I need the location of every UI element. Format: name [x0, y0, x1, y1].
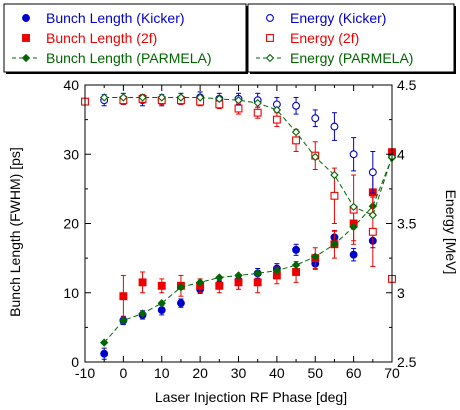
data-point	[176, 283, 186, 292]
y-axis-left-title: Bunch Length (FWHM) [ps]	[7, 147, 23, 317]
data-point	[311, 252, 320, 261]
data-point	[119, 93, 128, 102]
data-point	[292, 245, 301, 254]
data-point	[138, 93, 147, 102]
data-point	[272, 115, 281, 124]
data-point	[215, 94, 224, 104]
legend-marker	[266, 34, 274, 42]
data-point	[349, 150, 358, 159]
y-axis-right-title: Energy [MeV]	[443, 190, 459, 275]
y-right-tick-label: 4.5	[397, 77, 417, 93]
legend-marker	[266, 14, 274, 22]
x-tick-label: 50	[307, 365, 323, 381]
data-point	[291, 260, 301, 270]
data-point	[368, 168, 377, 177]
y-right-tick-label: 3.5	[397, 216, 417, 232]
plot-frame	[84, 84, 393, 363]
data-point	[291, 127, 301, 137]
data-point	[330, 122, 339, 131]
x-tick-label: 30	[231, 365, 247, 381]
legend-marker	[265, 53, 275, 63]
data-point	[272, 266, 282, 275]
y-right-tick-label: 3	[397, 285, 405, 301]
legend-label: Energy (PARMELA)	[290, 50, 413, 66]
data-point	[349, 202, 358, 212]
series-energy-2f	[81, 94, 396, 283]
y-left-tick-label: 0	[71, 354, 79, 370]
legend-label: Bunch Length (PARMELA)	[46, 50, 212, 66]
data-point	[234, 104, 243, 113]
legend-frame	[247, 3, 455, 73]
data-point	[176, 93, 186, 102]
legend-label: Energy (Kicker)	[290, 10, 386, 26]
data-point	[292, 268, 301, 276]
data-point	[119, 316, 128, 325]
x-tick-label: 40	[269, 365, 285, 381]
data-point	[311, 114, 320, 123]
data-point	[234, 278, 243, 287]
data-point	[215, 273, 224, 282]
data-point	[100, 93, 109, 102]
y-left-tick-label: 10	[63, 285, 79, 301]
data-point	[292, 101, 301, 110]
data-point	[253, 269, 262, 278]
data-point	[330, 240, 339, 249]
legend-label: Bunch Length (2f)	[46, 30, 157, 46]
data-point	[234, 271, 243, 280]
data-point	[100, 349, 109, 358]
data-point	[349, 250, 358, 259]
data-point	[368, 227, 377, 236]
legend-label: Energy (2f)	[290, 30, 359, 46]
data-point	[292, 136, 301, 145]
y-left-tick-label: 20	[63, 216, 79, 232]
data-point	[311, 152, 320, 162]
x-axis-title: Laser Injection RF Phase [deg]	[155, 389, 347, 405]
plot-area	[81, 91, 397, 360]
data-point	[368, 211, 377, 220]
y-right-tick-label: 4	[397, 146, 405, 162]
data-point	[176, 299, 185, 308]
data-point	[195, 278, 205, 287]
data-point	[330, 170, 339, 180]
x-tick-label: 60	[346, 365, 362, 381]
legend-marker	[21, 53, 31, 63]
legend-frame	[3, 3, 247, 73]
data-point	[253, 108, 262, 117]
data-point	[138, 309, 147, 318]
y-left-tick-label: 30	[63, 146, 79, 162]
data-point	[157, 298, 166, 308]
data-point	[253, 98, 262, 108]
series-bunch-length-parmela	[100, 153, 397, 347]
data-point	[234, 96, 243, 105]
x-tick-label: -10	[75, 365, 95, 381]
data-point	[195, 93, 205, 102]
data-point	[119, 292, 128, 301]
data-point	[272, 105, 282, 115]
y-left-tick-label: 40	[63, 77, 79, 93]
x-tick-label: 20	[192, 365, 208, 381]
data-point	[138, 278, 147, 287]
legend-marker	[22, 34, 30, 42]
data-point	[215, 281, 224, 290]
legend: Bunch Length (Kicker) Bunch Length (2f) Bu…	[3, 3, 456, 74]
data-point	[253, 278, 262, 287]
series-line	[103, 157, 393, 343]
y-right-tick-label: 2.5	[397, 354, 417, 370]
legend-marker	[22, 14, 30, 22]
data-point	[157, 93, 166, 102]
data-point	[330, 191, 339, 200]
x-tick-label: 70	[384, 365, 400, 381]
series-line	[104, 96, 393, 216]
data-point	[100, 338, 109, 347]
data-point	[157, 281, 166, 290]
x-tick-label: 0	[119, 365, 127, 381]
x-tick-label: 10	[154, 365, 170, 381]
data-point	[157, 306, 166, 315]
legend-label: Bunch Length (Kicker)	[46, 10, 185, 26]
